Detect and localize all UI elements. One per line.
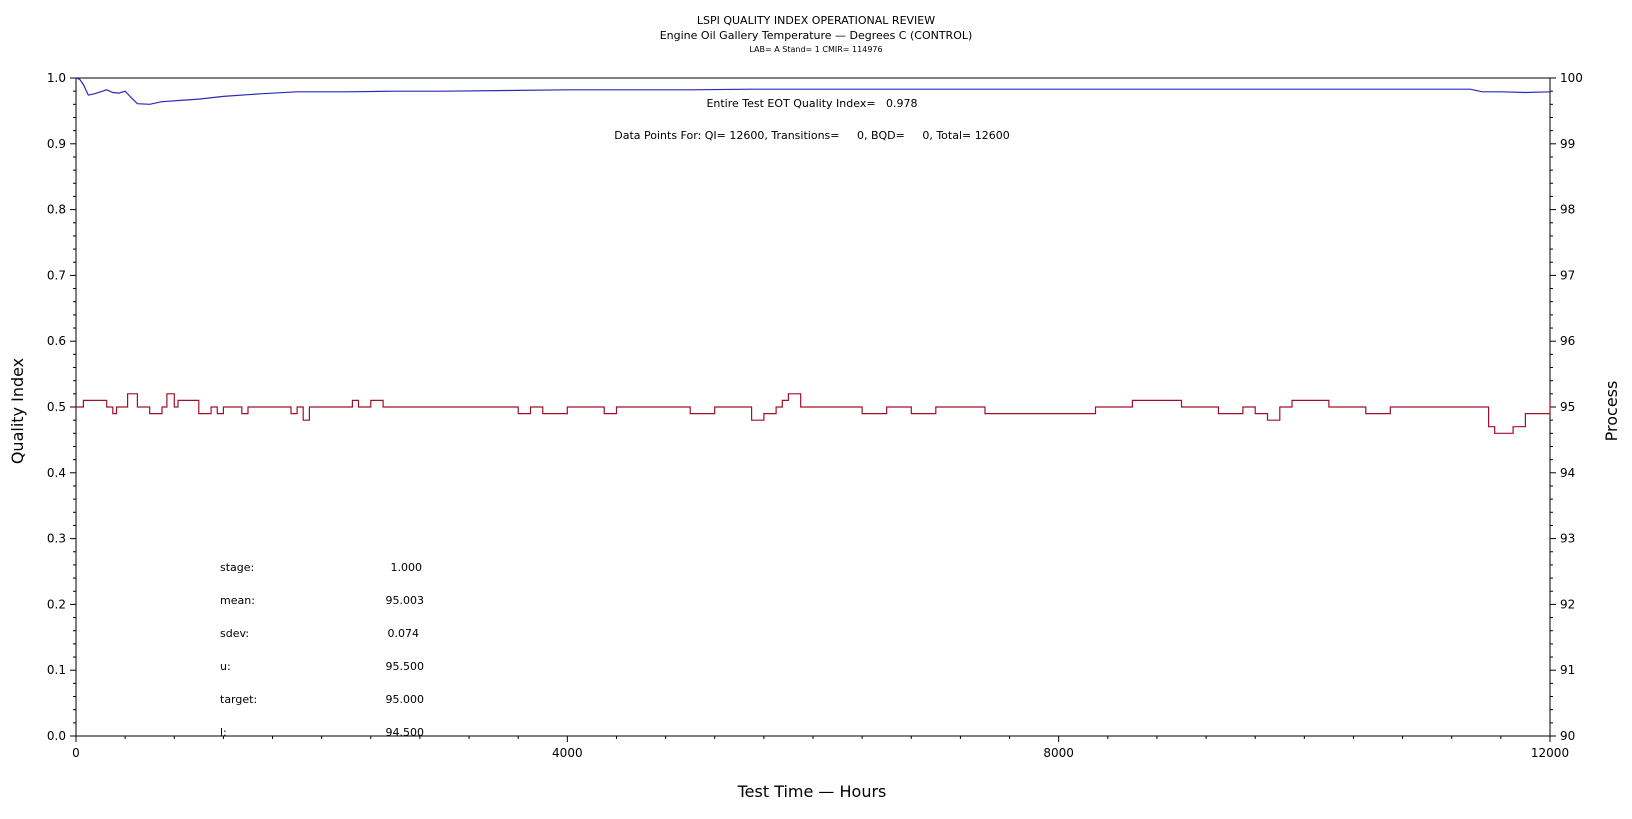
chart-title: LSPI QUALITY INDEX OPERATIONAL REVIEW	[697, 14, 935, 27]
y2-tick-label: 90	[1560, 729, 1575, 743]
process-series-line	[76, 393, 1551, 434]
stat-label: sdev:	[220, 627, 249, 640]
x-tick-label: 0	[72, 746, 80, 760]
chart-subtitle: Engine Oil Gallery Temperature — Degrees…	[660, 29, 973, 42]
quality-index-series-line	[75, 77, 1551, 105]
y-tick-label: 0.8	[47, 203, 66, 217]
stat-value: 1.000	[391, 561, 423, 574]
stat-value: 95.003	[386, 594, 425, 607]
y-tick-label: 0.2	[47, 597, 66, 611]
y-tick-label: 0.0	[47, 729, 66, 743]
y2-tick-label: 99	[1560, 137, 1575, 151]
x-axis-ticks: 0 4000 8000 12000	[72, 736, 1569, 760]
y-tick-label: 0.6	[47, 334, 66, 348]
y-axis-title: Quality Index	[8, 358, 27, 464]
y-tick-label: 0.1	[47, 663, 66, 677]
y-tick-label: 0.9	[47, 137, 66, 151]
y-tick-label: 0.4	[47, 466, 66, 480]
stat-label: target:	[220, 693, 257, 706]
y-tick-label: 0.3	[47, 532, 66, 546]
stat-value: 94.500	[386, 726, 425, 739]
y2-axis-title: Process	[1602, 381, 1621, 442]
left-axis-ticks: 0.0 0.1 0.2 0.3 0.4 0.5 0.6 0.7 0.8 0.9 1.0	[47, 71, 76, 743]
right-axis-ticks: 90 91 92 93 94 95 96 97 98 99 100	[1550, 71, 1583, 743]
y2-tick-label: 100	[1560, 71, 1583, 85]
series-layer	[75, 77, 1551, 434]
stat-label: stage:	[220, 561, 254, 574]
y2-tick-label: 91	[1560, 663, 1575, 677]
y2-tick-label: 95	[1560, 400, 1575, 414]
stat-value: 0.074	[388, 627, 420, 640]
y-tick-label: 0.7	[47, 268, 66, 282]
y2-tick-label: 98	[1560, 203, 1575, 217]
y2-tick-label: 96	[1560, 334, 1575, 348]
data-points-annotation: Data Points For: QI= 12600, Transitions=…	[614, 129, 1009, 142]
quality-index-annotation: Entire Test EOT Quality Index= 0.978	[706, 97, 917, 110]
y2-tick-label: 92	[1560, 597, 1575, 611]
x-tick-label: 4000	[552, 746, 583, 760]
stat-label: u:	[220, 660, 231, 673]
y2-tick-label: 97	[1560, 268, 1575, 282]
y2-tick-label: 93	[1560, 532, 1575, 546]
stat-label: mean:	[220, 594, 255, 607]
x-axis-title: Test Time — Hours	[737, 782, 887, 801]
stat-label: l:	[220, 726, 227, 739]
y-tick-label: 1.0	[47, 71, 66, 85]
y-tick-label: 0.5	[47, 400, 66, 414]
chart-info: LAB= A Stand= 1 CMIR= 114976	[749, 45, 882, 54]
x-tick-label: 8000	[1043, 746, 1074, 760]
x-tick-label: 12000	[1531, 746, 1569, 760]
stats-block: stage: 1.000 mean: 95.003 sdev: 0.074 u:…	[220, 561, 424, 739]
y2-tick-label: 94	[1560, 466, 1575, 480]
stat-value: 95.000	[386, 693, 425, 706]
stat-value: 95.500	[386, 660, 425, 673]
